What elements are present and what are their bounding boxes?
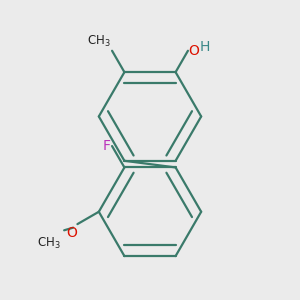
Text: CH$_3$: CH$_3$ bbox=[87, 34, 110, 49]
Text: O: O bbox=[189, 44, 200, 58]
Text: F: F bbox=[103, 139, 111, 153]
Text: H: H bbox=[199, 40, 210, 53]
Text: O: O bbox=[67, 226, 77, 240]
Text: CH$_3$: CH$_3$ bbox=[37, 236, 61, 251]
